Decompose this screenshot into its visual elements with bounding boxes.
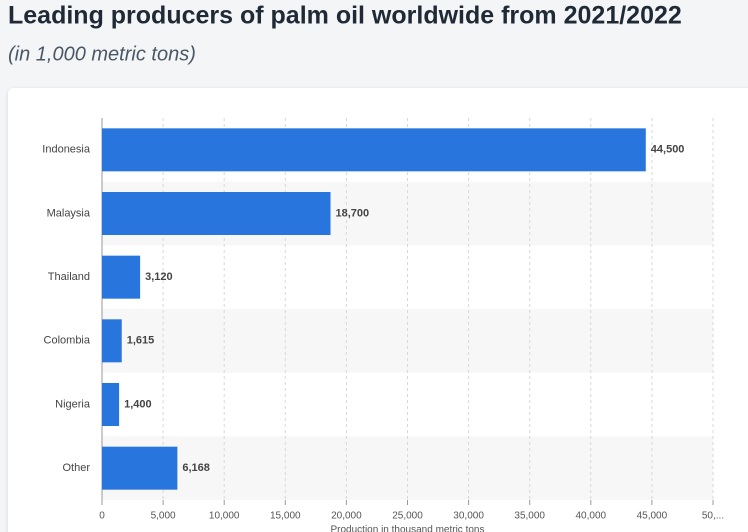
y-tick-label: Nigeria xyxy=(55,398,91,410)
value-label: 1,615 xyxy=(127,335,155,347)
y-tick-label: Malaysia xyxy=(47,207,91,219)
x-tick-label: 10,000 xyxy=(209,511,240,522)
y-tick-label: Colombia xyxy=(44,335,91,347)
bar xyxy=(102,383,120,426)
bar xyxy=(102,255,141,299)
x-tick-label: 30,000 xyxy=(453,511,484,522)
x-tick-label: 15,000 xyxy=(270,511,301,522)
x-tick-label: 20,000 xyxy=(331,511,362,522)
bar xyxy=(102,319,122,363)
x-tick-label: 50,... xyxy=(702,511,724,522)
value-label: 3,120 xyxy=(145,271,173,283)
bar xyxy=(102,446,178,490)
y-tick-label: Other xyxy=(62,462,90,474)
chart-subtitle: (in 1,000 metric tons) xyxy=(8,43,196,65)
value-label: 1,400 xyxy=(124,398,152,410)
value-label: 6,168 xyxy=(182,462,210,474)
y-tick-label: Indonesia xyxy=(42,144,91,156)
bar xyxy=(102,192,331,235)
bar xyxy=(102,128,646,172)
x-tick-label: 40,000 xyxy=(576,511,607,522)
x-tick-label: 0 xyxy=(99,511,105,522)
value-label: 44,500 xyxy=(651,144,685,156)
x-tick-label: 45,000 xyxy=(637,511,668,522)
x-axis-label: Production in thousand metric tons xyxy=(331,525,485,532)
x-tick-label: 35,000 xyxy=(514,511,545,522)
value-label: 18,700 xyxy=(336,207,370,219)
x-tick-label: 5,000 xyxy=(151,511,176,522)
plot: 0 5,000 10,000 15,000 20,000 25,000 30,000 35,0… xyxy=(42,118,724,532)
y-tick-label: Thailand xyxy=(48,271,90,283)
chart-title: Leading producers of palm oil worldwide … xyxy=(8,2,682,30)
x-tick-label: 25,000 xyxy=(392,511,423,522)
